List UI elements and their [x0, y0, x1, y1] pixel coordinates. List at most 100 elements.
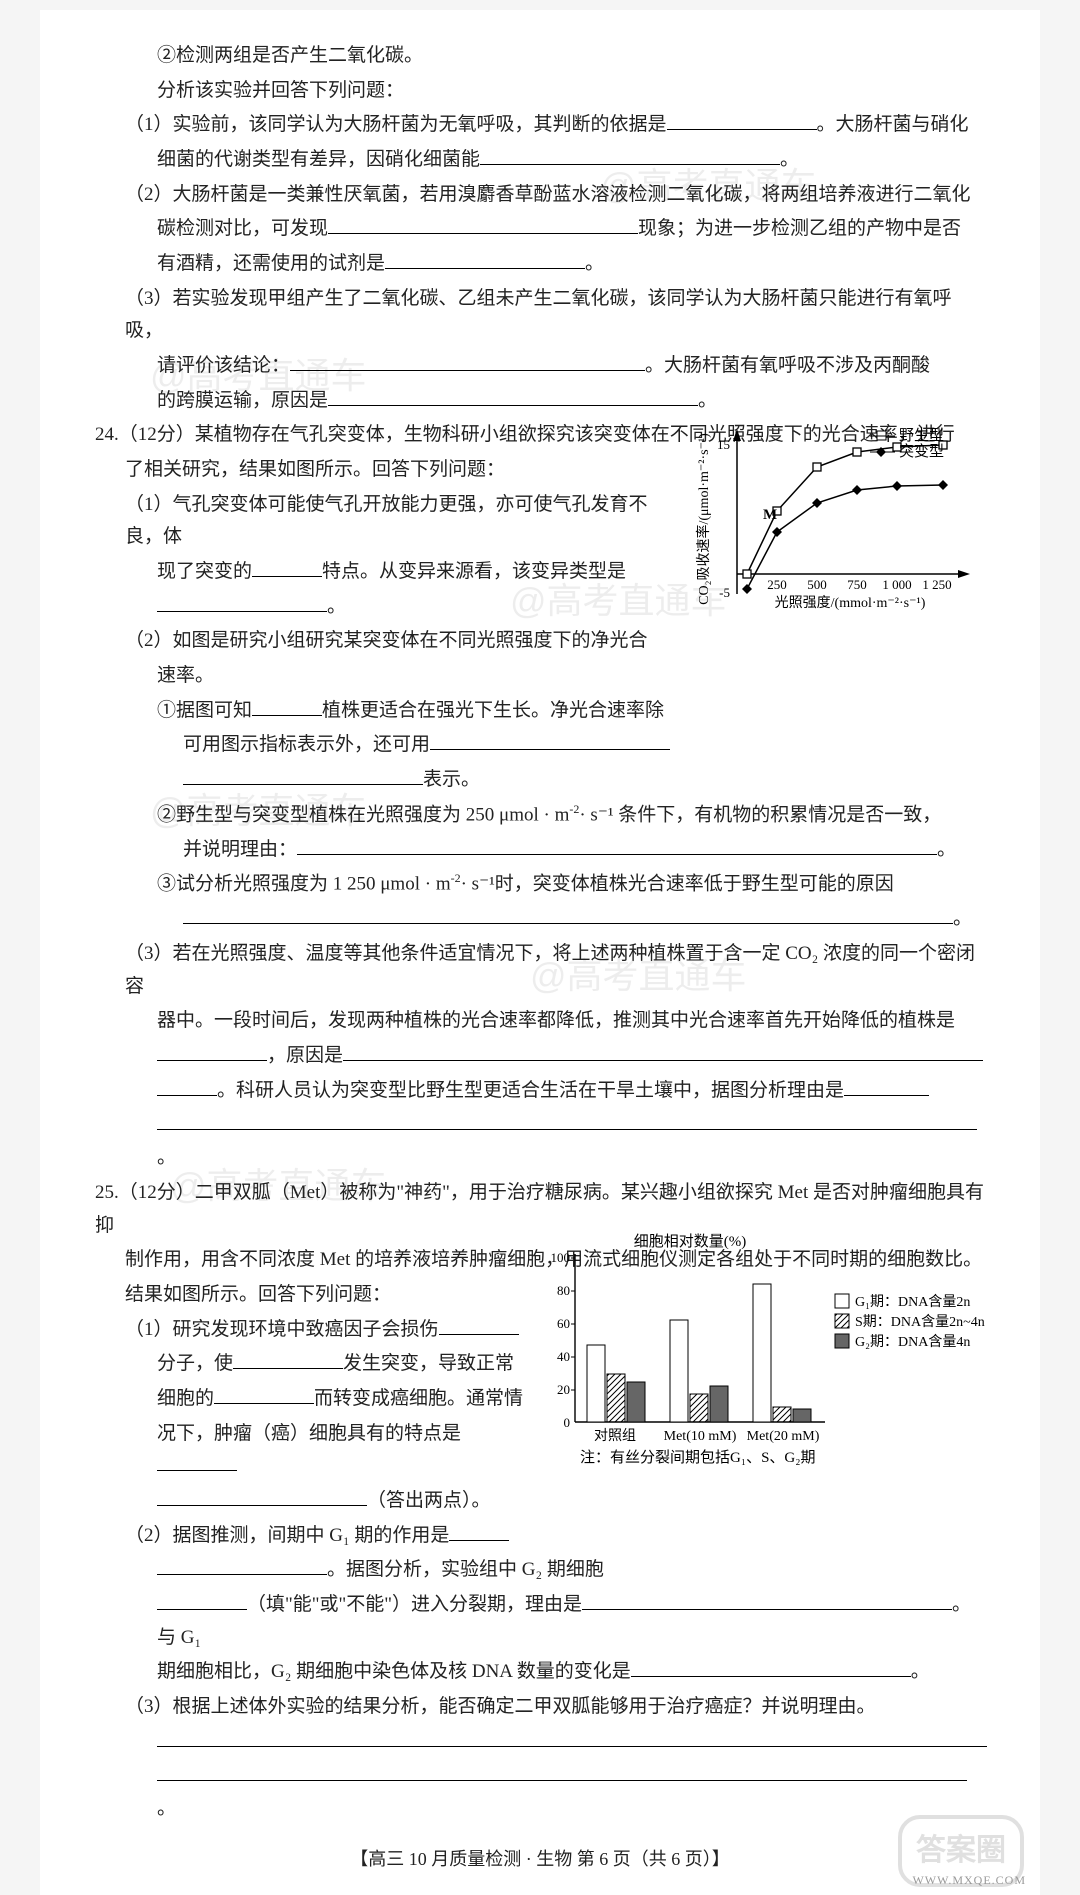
blank — [157, 1555, 327, 1575]
q24-l6: 可用图示指标表示外，还可用 — [95, 729, 685, 762]
svg-text:250: 250 — [767, 577, 787, 592]
blank — [385, 249, 585, 269]
blank — [157, 1451, 237, 1471]
blank — [252, 696, 322, 716]
svg-text:100: 100 — [551, 1250, 571, 1265]
q25-l9: 期细胞相比，G₂ 期细胞中染色体及核 DNA 数量的变化是。 — [95, 1656, 985, 1689]
q24-l7: ②野生型与突变型植株在光照强度为 250 μmol · m-2· s⁻¹ 条件下… — [95, 799, 985, 832]
q24-l11: （3）若在光照强度、温度等其他条件适宜情况下，将上述两种植株置于含一定 CO₂ … — [95, 938, 985, 1003]
q24-l5: ①据图可知植株更适合在强光下生长。净光合速率除 — [95, 695, 685, 728]
blank — [343, 1041, 983, 1061]
q25-section: 25.（12分）二甲双胍（Met）被称为"神药"，用于治疗糖尿病。某兴趣小组欲探… — [95, 1177, 985, 1826]
svg-text:750: 750 — [847, 577, 867, 592]
q23-l2: 分析该实验并回答下列问题： — [95, 75, 985, 108]
ylabel: CO₂吸收速率/(μmol·m⁻²·s⁻¹) — [695, 433, 712, 605]
q25-l4: 况下，肿瘤（癌）细胞具有的特点是 — [95, 1418, 535, 1483]
q23-l7: 有酒精，还需使用的试剂是。 — [95, 248, 985, 281]
q24-l12: 器中。一段时间后，发现两种植株的光合速率都降低，推测其中光合速率首先开始降低的植… — [95, 1005, 985, 1038]
svg-text:60: 60 — [557, 1316, 570, 1331]
exam-page: @高考直通车 @高考直通车 @高考直通车 @高考直通车 @高考直通车 @高考直通… — [40, 10, 1040, 1895]
blank — [631, 1657, 911, 1677]
text: 有酒精，还需使用的试剂是 — [157, 253, 385, 274]
q24-l9: ③试分析光照强度为 1 250 μmol · m-2· s⁻¹时，突变体植株光合… — [95, 868, 985, 901]
svg-text:20: 20 — [557, 1382, 570, 1397]
corner-url: WWW.MXQE.COM — [912, 1870, 1026, 1891]
q25-l8: （填"能"或"不能"）进入分裂期，理由是。与 G₁ — [95, 1589, 985, 1654]
svg-text:1 250: 1 250 — [922, 577, 951, 592]
blank — [157, 1111, 977, 1131]
blank — [667, 110, 817, 130]
text: 。 — [698, 390, 717, 411]
text: 现象；为进一步检测乙组的产物中是否 — [638, 218, 961, 239]
q25-l2: 分子，使发生突变，导致正常 — [95, 1348, 535, 1381]
svg-text:0: 0 — [564, 1415, 571, 1430]
text: 细菌的代谢类型有差异，因硝化细菌能 — [157, 149, 480, 170]
text: 的跨膜运输，原因是 — [157, 390, 328, 411]
blank — [582, 1590, 952, 1610]
ctitle: 细胞相对数量(%) — [634, 1233, 747, 1250]
point-M: M — [763, 507, 777, 523]
q24-l1: （1）气孔突变体可能使气孔开放能力更强，亦可使气孔发育不良，体 — [95, 489, 685, 554]
q24-l8: 并说明理由：。 — [95, 834, 985, 867]
blank — [449, 1521, 509, 1541]
blank — [844, 1076, 929, 1096]
blank — [252, 557, 322, 577]
blank — [214, 1384, 314, 1404]
svg-text:S期：DNA含量2n~4n: S期：DNA含量2n~4n — [855, 1314, 985, 1330]
svg-text:1 000: 1 000 — [882, 577, 911, 592]
blank — [157, 1590, 247, 1610]
blank — [290, 351, 645, 371]
svg-text:G₂期：DNA含量4n: G₂期：DNA含量4n — [855, 1334, 970, 1350]
blank — [157, 592, 327, 612]
q23-l4: 细菌的代谢类型有差异，因硝化细菌能 。 — [95, 144, 985, 177]
blank — [183, 905, 953, 925]
text: 。大肠杆菌与硝化 — [817, 114, 969, 135]
blank — [157, 1076, 217, 1096]
q23-l9: 请评价该结论： 。大肠杆菌有氧呼吸不涉及丙酮酸 — [95, 350, 985, 383]
page-footer: 【高三 10 月质量检测 · 生物 第 6 页（共 6 页）】 — [95, 1844, 985, 1875]
blank — [157, 1761, 967, 1781]
q25-l7: 。据图分析，实验组中 G₂ 期细胞 — [95, 1554, 985, 1587]
legend1: 野生型 — [899, 427, 944, 444]
line-chart: 15 -5 250 500 750 1 000 1 250 光照强度/(mmol… — [695, 419, 995, 634]
q24-section: 24.（12分）某植物存在气孔突变体，生物科研小组欲探究该突变体在不同光照强度下… — [95, 419, 985, 1174]
text: 。大肠杆菌有氧呼吸不涉及丙酮酸 — [645, 355, 930, 376]
q25-l3: 细胞的而转变成癌细胞。通常情 — [95, 1383, 535, 1416]
xlabel: 光照强度/(mmol·m⁻²·s⁻¹) — [775, 595, 926, 611]
blank — [183, 765, 423, 785]
blank — [157, 1041, 267, 1061]
q23-l5: （2）大肠杆菌是一类兼性厌氧菌，若用溴麝香草酚蓝水溶液检测二氧化碳，将两组培养液… — [95, 179, 985, 212]
q24-l2: 现了突变的特点。从变异来源看，该变异类型是 — [95, 556, 685, 589]
text: （1）实验前，该同学认为大肠杆菌为无氧呼吸，其判断的依据是 — [125, 114, 667, 135]
q23-l3: （1）实验前，该同学认为大肠杆菌为无氧呼吸，其判断的依据是 。大肠杆菌与硝化 — [95, 109, 985, 142]
q23-l8: （3）若实验发现甲组产生了二氧化碳、乙组未产生二氧化碳，该同学认为大肠杆菌只能进… — [95, 283, 985, 348]
svg-text:40: 40 — [557, 1349, 570, 1364]
text: 。 — [780, 149, 799, 170]
svg-text:对照组: 对照组 — [594, 1428, 636, 1444]
text: 碳检测对比，可发现 — [157, 218, 328, 239]
q24-l14: 。科研人员认为突变型比野生型更适合生活在干旱土壤中，据图分析理由是 — [95, 1075, 985, 1108]
blank — [297, 835, 937, 855]
q25-l10: （3）根据上述体外实验的结果分析，能否确定二甲双胍能够用于治疗癌症？并说明理由。 — [95, 1691, 985, 1724]
bar-chart: 细胞相对数量(%) 100 80 60 40 20 0 — [535, 1232, 1005, 1487]
chart-note: 注：有丝分裂间期包括G₁、S、G₂期 — [580, 1449, 815, 1466]
ytick-bottom: -5 — [719, 585, 730, 600]
legend2: 突变型 — [899, 443, 944, 460]
q24-l3: （2）如图是研究小组研究某突变体在不同光照强度下的净光合 — [95, 625, 685, 658]
ytick-top: 15 — [717, 437, 730, 452]
svg-text:G₁期：DNA含量2n: G₁期：DNA含量2n — [855, 1294, 970, 1310]
q23-l10: 的跨膜运输，原因是 。 — [95, 385, 985, 418]
blank — [157, 1727, 987, 1747]
text: 请评价该结论： — [157, 355, 290, 376]
blank — [328, 214, 638, 234]
svg-text:Met(10 mM): Met(10 mM) — [664, 1429, 737, 1444]
q25-l6: （2）据图推测，间期中 G₁ 期的作用是 — [95, 1520, 535, 1553]
blank — [480, 145, 780, 165]
svg-text:80: 80 — [557, 1283, 570, 1298]
q25-l1: （1）研究发现环境中致癌因子会损伤 — [95, 1314, 535, 1347]
blank — [328, 386, 698, 406]
q24-l13: ，原因是 — [95, 1040, 985, 1073]
blank — [233, 1349, 343, 1369]
blank — [430, 731, 670, 751]
q23-l1: ②检测两组是否产生二氧化碳。 — [95, 40, 985, 73]
